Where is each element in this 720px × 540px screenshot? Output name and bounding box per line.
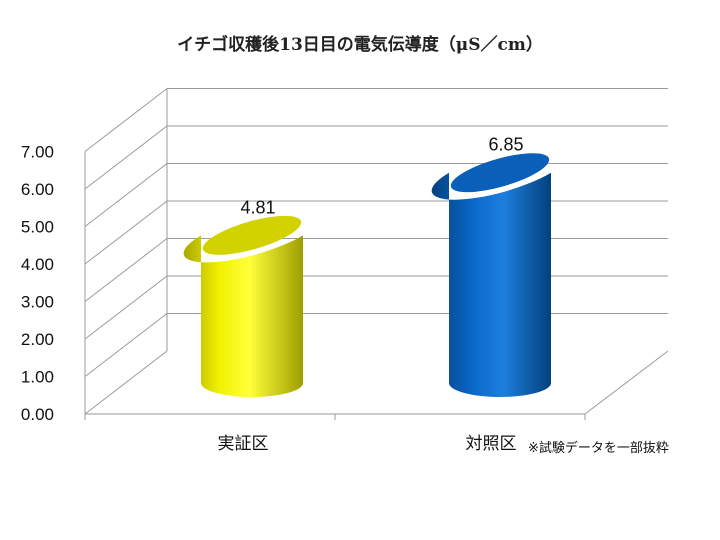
footnote: ※試験データを一部抜粋 [528, 441, 669, 456]
floor-edge [584, 350, 669, 415]
y-tick-label: 5.00 [21, 218, 54, 237]
y-tick-label: 1.00 [21, 368, 54, 387]
wall-gridline [84, 238, 168, 302]
bar-body [431, 172, 551, 397]
bar-top [450, 153, 550, 193]
wall-gridline [84, 313, 168, 377]
bar-top [202, 215, 302, 255]
category-label: 実証区 [218, 434, 269, 454]
wall-gridline [84, 350, 168, 415]
y-tick-label: 7.00 [21, 143, 54, 162]
bar-1 [431, 153, 551, 397]
labels: 4.81 実証区 6.85 対照区 [218, 135, 524, 454]
wall-gridline [84, 163, 168, 227]
chart-title: イチゴ収穫後13日目の電気伝導度（μS／cm） [177, 35, 543, 55]
y-tick-label: 2.00 [21, 330, 54, 349]
wall-gridline [84, 125, 168, 190]
bar-0 [183, 215, 303, 397]
y-axis: 0.00 1.00 2.00 3.00 4.00 5.00 6.00 7.00 [21, 143, 586, 424]
bars [183, 153, 551, 397]
wall-gridline [84, 88, 168, 152]
wall-gridline [84, 200, 168, 265]
category-label: 対照区 [466, 434, 517, 454]
y-tick-label: 0.00 [21, 405, 54, 424]
bar-body [183, 235, 303, 397]
data-label: 4.81 [240, 197, 275, 217]
data-label: 6.85 [488, 135, 523, 155]
wall-gridline [84, 275, 168, 340]
y-tick-label: 3.00 [21, 293, 54, 312]
grid-lines [84, 88, 669, 415]
y-tick-label: 6.00 [21, 180, 54, 199]
y-tick-label: 4.00 [21, 255, 54, 274]
